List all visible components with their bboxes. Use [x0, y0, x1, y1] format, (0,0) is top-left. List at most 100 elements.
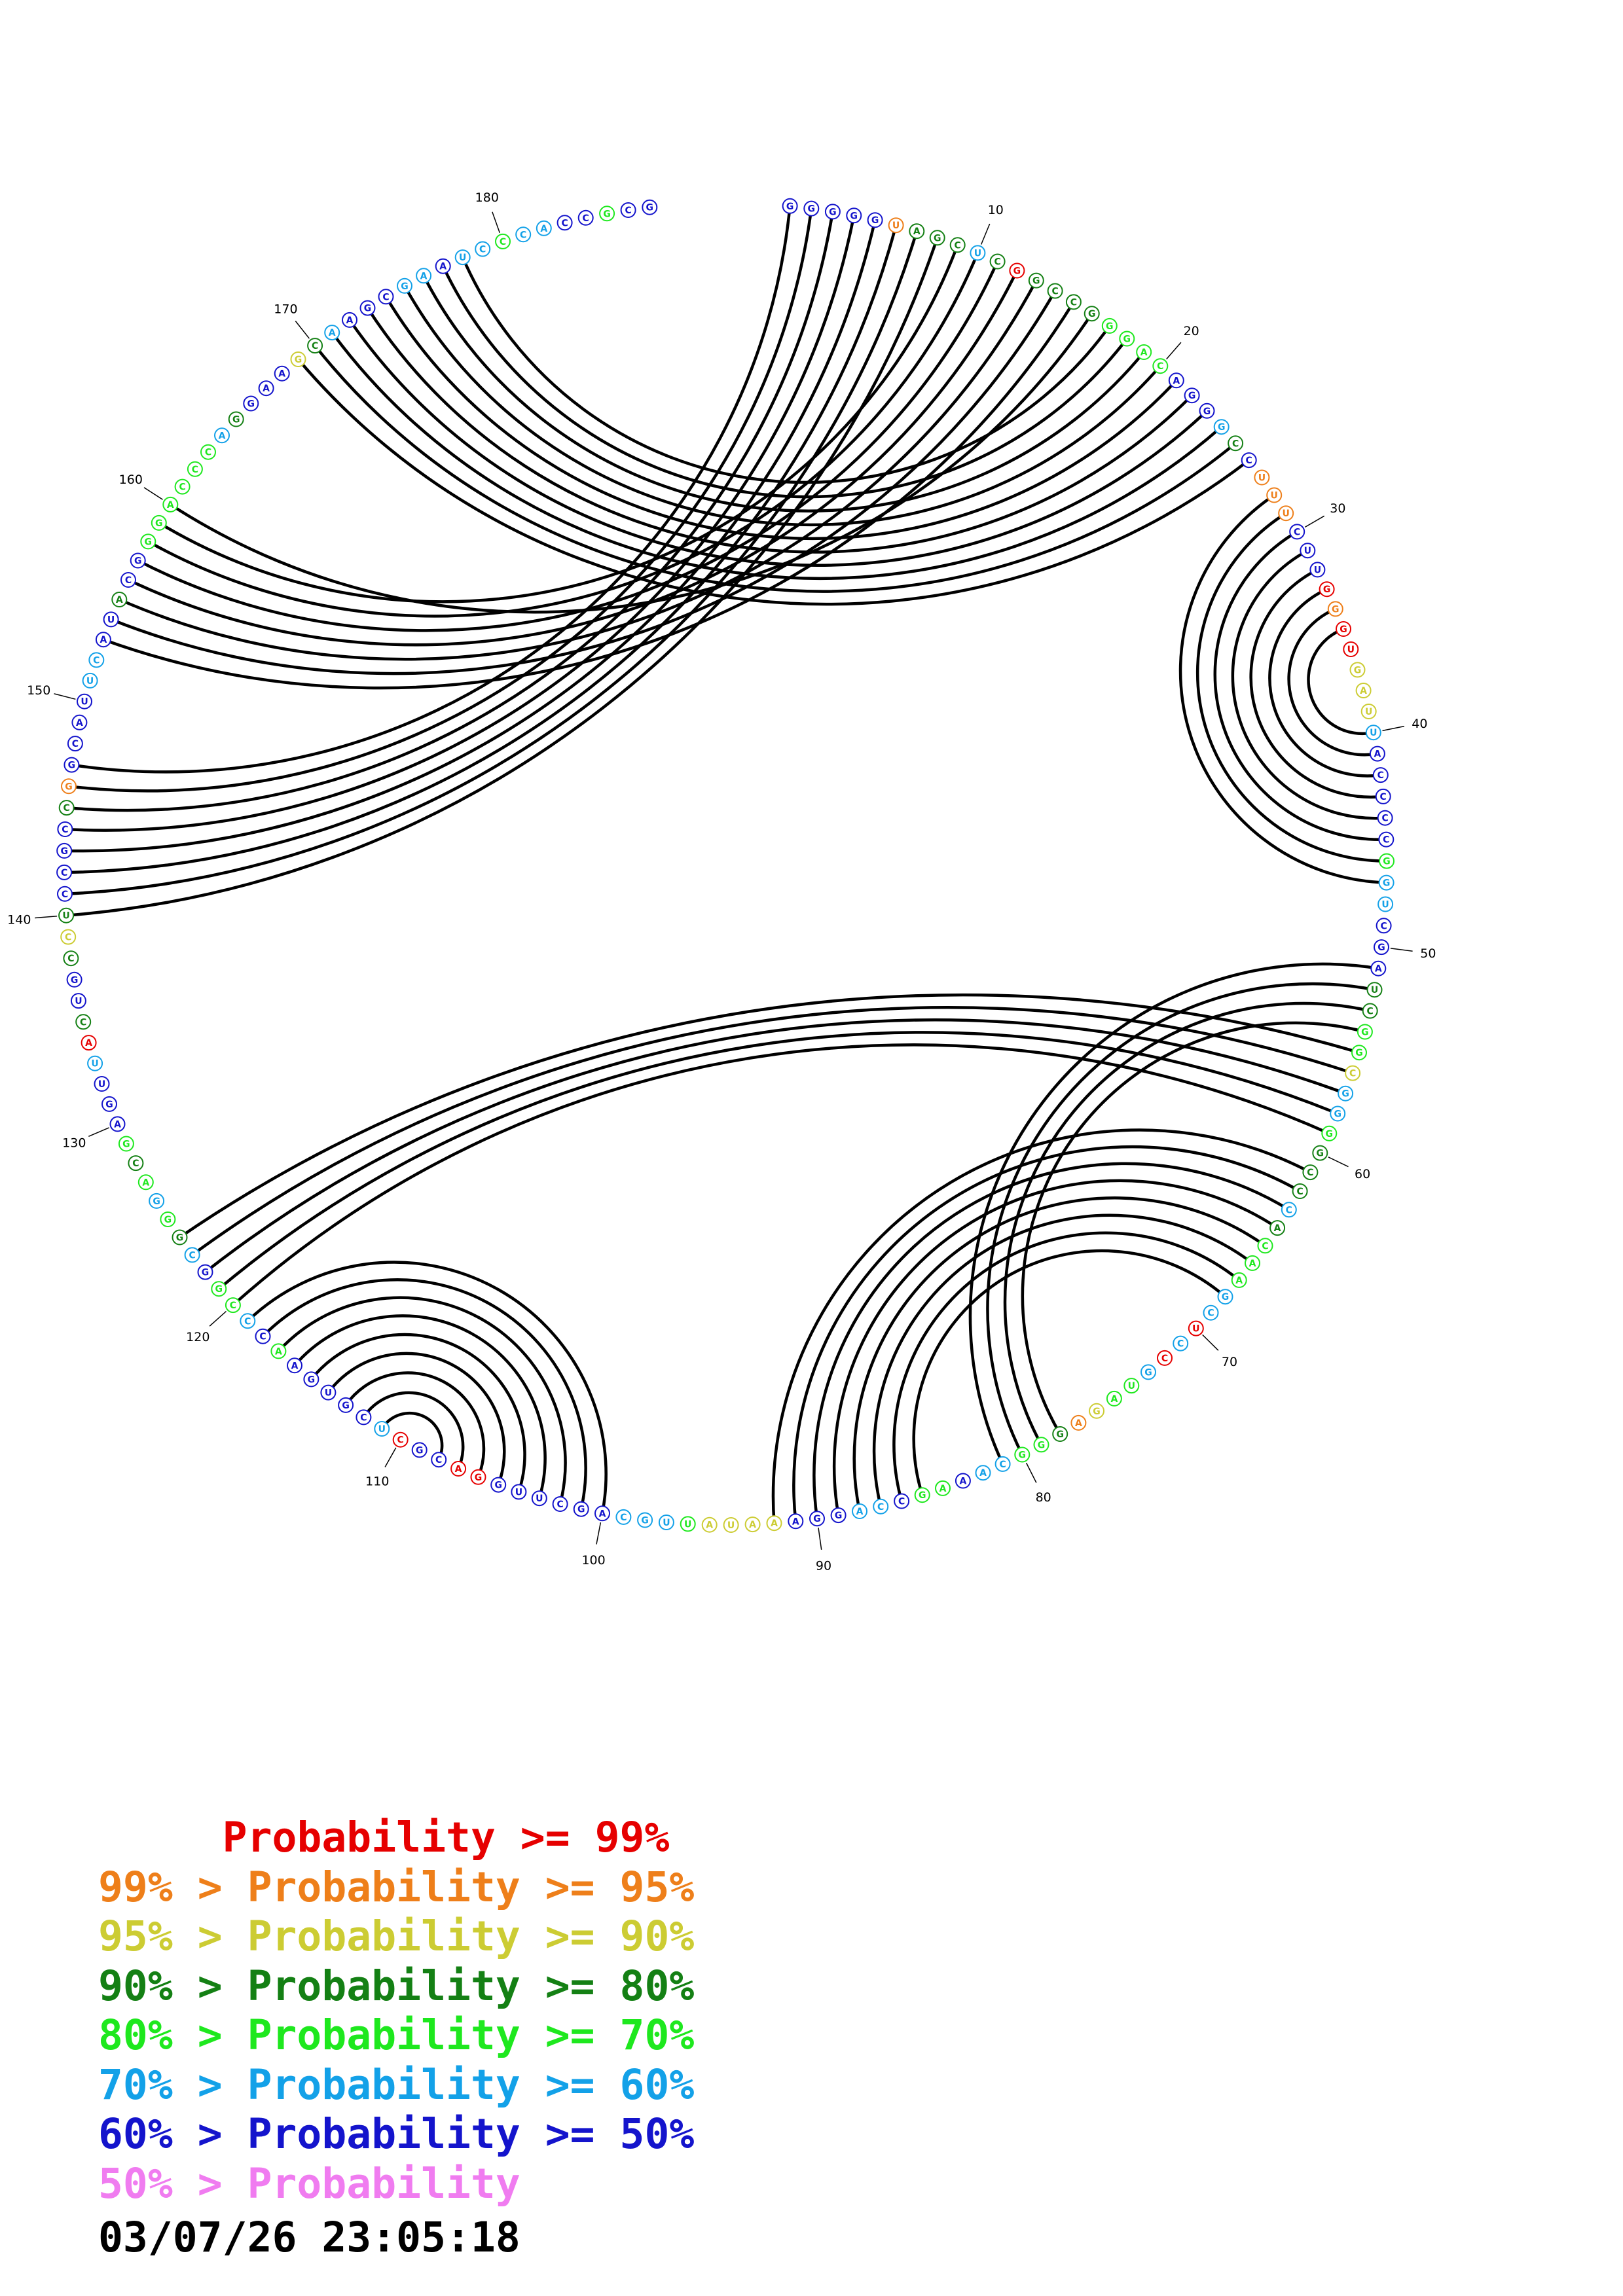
nucleotide: C — [307, 338, 323, 354]
nucleotide-letter: C — [230, 1300, 236, 1311]
nucleotide: U — [1254, 469, 1270, 486]
nucleotide: G — [303, 1371, 319, 1388]
nucleotide: G — [101, 1096, 117, 1112]
nucleotide: A — [909, 223, 925, 240]
nucleotide: C — [1292, 1183, 1308, 1199]
nucleotide-letter: C — [1070, 297, 1077, 308]
base-pair-arc — [66, 211, 835, 812]
timestamp: 03/07/26 23:05:18 — [98, 2214, 520, 2261]
nucleotide-letter: C — [132, 1158, 139, 1169]
position-tick — [1390, 948, 1413, 952]
nucleotide: G — [1349, 662, 1366, 678]
nucleotide-letter: C — [205, 448, 211, 458]
nucleotide: C — [187, 461, 203, 477]
nucleotide: C — [949, 237, 966, 253]
base-pair-arc — [147, 252, 979, 618]
nucleotide: G — [1119, 331, 1135, 347]
nucleotide-letter: A — [771, 1518, 778, 1529]
nucleotide-letter: G — [1222, 1292, 1230, 1302]
nucleotide: G — [914, 1487, 930, 1503]
position-label: 90 — [816, 1559, 831, 1573]
nucleotide: A — [1245, 1255, 1260, 1271]
base-pair-arc — [158, 244, 959, 603]
nucleotide: C — [1378, 831, 1395, 848]
nucleotide: G — [867, 212, 883, 228]
nucleotide-letter: G — [808, 204, 816, 215]
position-tick — [143, 487, 163, 500]
nucleotide-letter: C — [898, 1497, 905, 1507]
nucleotide: G — [1217, 1289, 1233, 1305]
nucleotide: A — [109, 1116, 126, 1132]
nucleotide: U — [82, 672, 98, 689]
nucleotide: G — [149, 1193, 165, 1209]
nucleotide-letter: C — [382, 292, 389, 302]
base-pair-arc — [344, 1371, 486, 1478]
nucleotide-letter: C — [397, 1435, 404, 1446]
nucleotide: A — [1369, 745, 1385, 762]
nucleotide: A — [1370, 960, 1387, 977]
nucleotide-letter: U — [1370, 728, 1377, 738]
base-pair-arc — [64, 219, 877, 853]
position-tick — [818, 1527, 822, 1550]
position-ticks: 10 20 30 40 50 60 70 80 90 100 110 120 130 140 150 160 1… — [7, 190, 1436, 1573]
nucleotide: G — [1184, 387, 1200, 404]
nucleotide: G — [1379, 853, 1395, 869]
nucleotide-letter: G — [1383, 857, 1391, 867]
nucleotide: G — [1338, 1085, 1354, 1102]
nucleotide: G — [809, 1511, 825, 1527]
nucleotide: G — [599, 206, 615, 222]
nucleotide-letter: A — [1173, 376, 1180, 386]
nucleotide: U — [1278, 505, 1294, 522]
nucleotide-letter: G — [1038, 1440, 1046, 1450]
nucleotide-letter: C — [1367, 1007, 1374, 1017]
nucleotide: A — [536, 220, 552, 236]
nucleotide-letter: C — [189, 1250, 195, 1261]
nucleotide: A — [744, 1516, 761, 1533]
nucleotide: C — [225, 1297, 241, 1314]
nucleotide-letter: A — [856, 1507, 864, 1517]
nucleotide: G — [211, 1281, 227, 1297]
nucleotide-letter: A — [939, 1484, 947, 1494]
nucleotide: G — [140, 533, 156, 550]
nucleotide-ring: G G G G G UAGCUCGGCCGGGACAGGGCCUUUCUUGGGUGAUU… — [56, 198, 1395, 1533]
position-tick — [88, 1127, 109, 1137]
nucleotide-letter: A — [749, 1520, 756, 1530]
nucleotide: U — [1309, 562, 1326, 578]
nucleotide: A — [416, 268, 432, 284]
nucleotide-letter: C — [93, 655, 100, 666]
nucleotide-letter: C — [62, 889, 68, 900]
nucleotide: G — [411, 1442, 428, 1458]
nucleotide: A — [137, 1174, 154, 1191]
nucleotide: G — [1033, 1437, 1049, 1453]
nucleotide-letter: A — [346, 315, 354, 326]
nucleotide-letter: U — [1347, 645, 1355, 655]
nucleotide: A — [274, 365, 290, 382]
nucleotide-letter: C — [1286, 1205, 1292, 1215]
nucleotide-letter: G — [934, 233, 941, 243]
nucleotide-letter: G — [1341, 1089, 1349, 1100]
nucleotide: U — [658, 1515, 674, 1530]
nucleotide-letter: G — [577, 1505, 585, 1515]
base-pair-arc — [403, 285, 1161, 527]
nucleotide: C — [552, 1496, 568, 1512]
position-label: 110 — [365, 1474, 389, 1488]
nucleotide-letter: A — [100, 635, 107, 645]
position-tick — [596, 1522, 602, 1545]
nucleotide-letter: A — [114, 1119, 121, 1130]
position-tick — [1166, 342, 1182, 360]
base-pair-arcs — [64, 206, 1387, 1524]
base-pair-arc — [968, 962, 1379, 1465]
nucleotide: C — [994, 1456, 1011, 1472]
base-pair-arc — [812, 1162, 1290, 1519]
nucleotide: U — [1266, 487, 1283, 503]
nucleotide-letter: A — [959, 1477, 966, 1487]
nucleotide-letter: C — [877, 1502, 884, 1513]
nucleotide-letter: C — [192, 465, 198, 475]
position-label: 140 — [7, 912, 31, 927]
nucleotide-letter: C — [620, 1513, 627, 1523]
nucleotide-letter: G — [1377, 942, 1385, 953]
nucleotide-letter: A — [116, 595, 123, 605]
nucleotide-letter: U — [515, 1487, 522, 1498]
nucleotide-letter: G — [1383, 878, 1391, 889]
nucleotide-letter: A — [1249, 1259, 1256, 1269]
